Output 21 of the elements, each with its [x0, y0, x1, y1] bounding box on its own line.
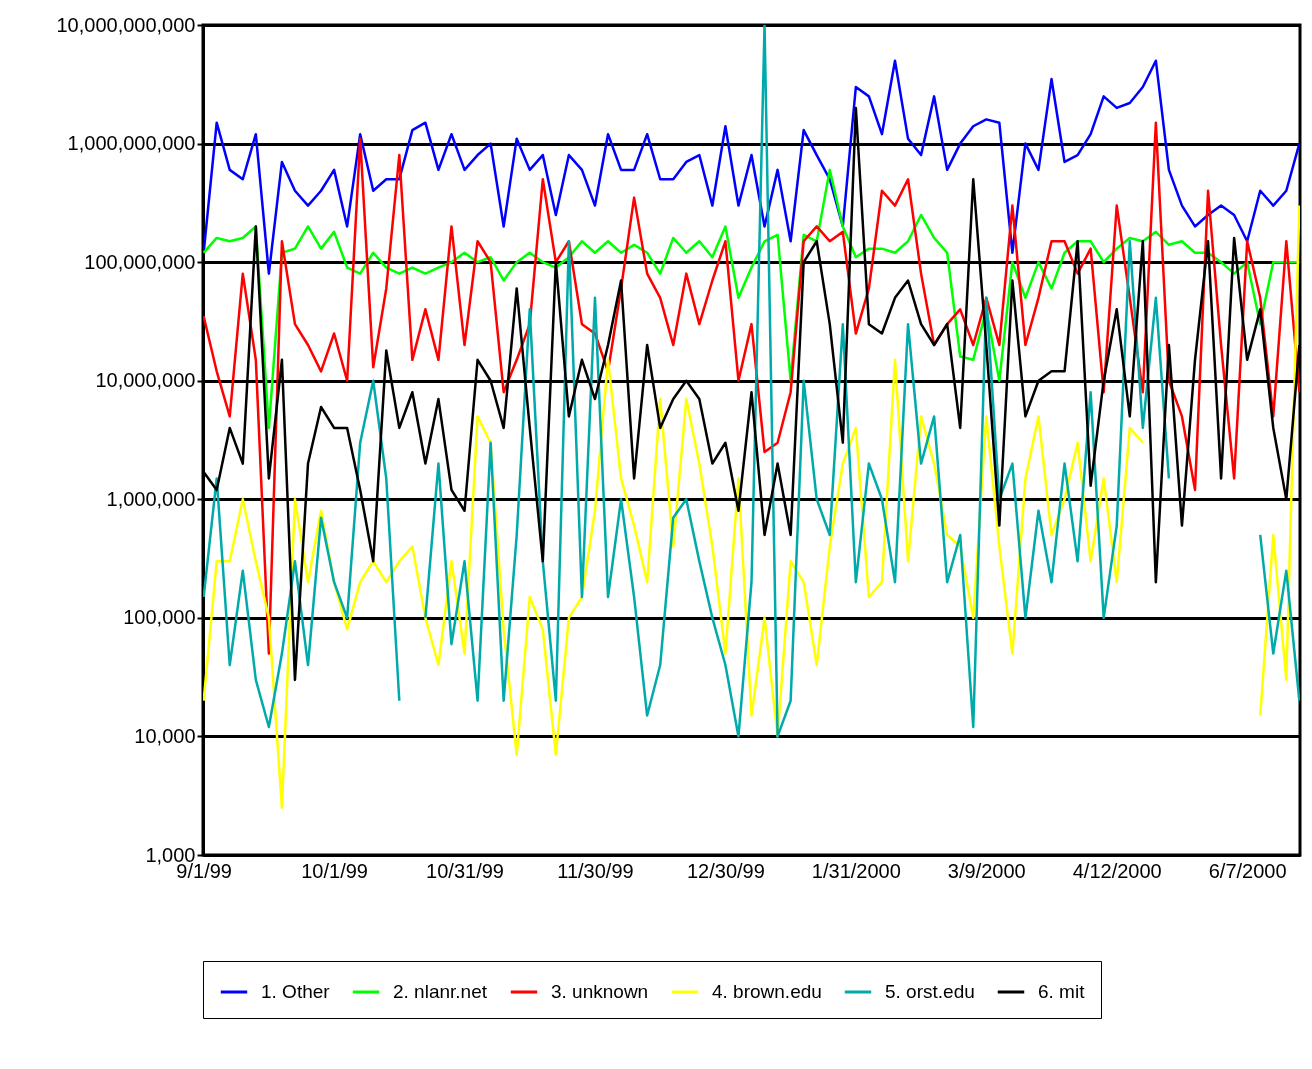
y-tick-label: 10,000,000: [95, 369, 196, 392]
legend-label: 1. Other: [261, 981, 331, 1002]
legend-label: 3. unknown: [551, 981, 649, 1002]
y-tick-label: 1,000,000: [106, 487, 196, 510]
x-tick-label: 6/7/2000: [1208, 859, 1287, 882]
legend-label: 4. brown.edu: [712, 981, 822, 1002]
x-tick-label: 3/9/2000: [947, 859, 1026, 882]
legend-label: 5. orst.edu: [885, 981, 975, 1002]
x-tick-label: 1/31/2000: [811, 859, 901, 882]
x-tick-label: 11/30/99: [557, 859, 634, 882]
x-tick-label: 12/30/99: [686, 859, 765, 882]
legend-label: 6. mit: [1038, 981, 1086, 1002]
x-tick-label: 4/12/2000: [1072, 859, 1162, 882]
y-tick-label: 100,000,000: [84, 250, 196, 273]
x-tick-label: 10/31/99: [426, 859, 504, 882]
y-tick-label: 1,000,000,000: [67, 132, 196, 155]
y-tick-label: 10,000,000,000: [56, 13, 196, 36]
x-tick-label: 10/1/99: [301, 859, 368, 882]
y-tick-label: 10,000: [134, 724, 196, 747]
legend-label: 2. nlanr.net: [393, 981, 488, 1002]
y-tick-label: 100,000: [123, 606, 196, 629]
